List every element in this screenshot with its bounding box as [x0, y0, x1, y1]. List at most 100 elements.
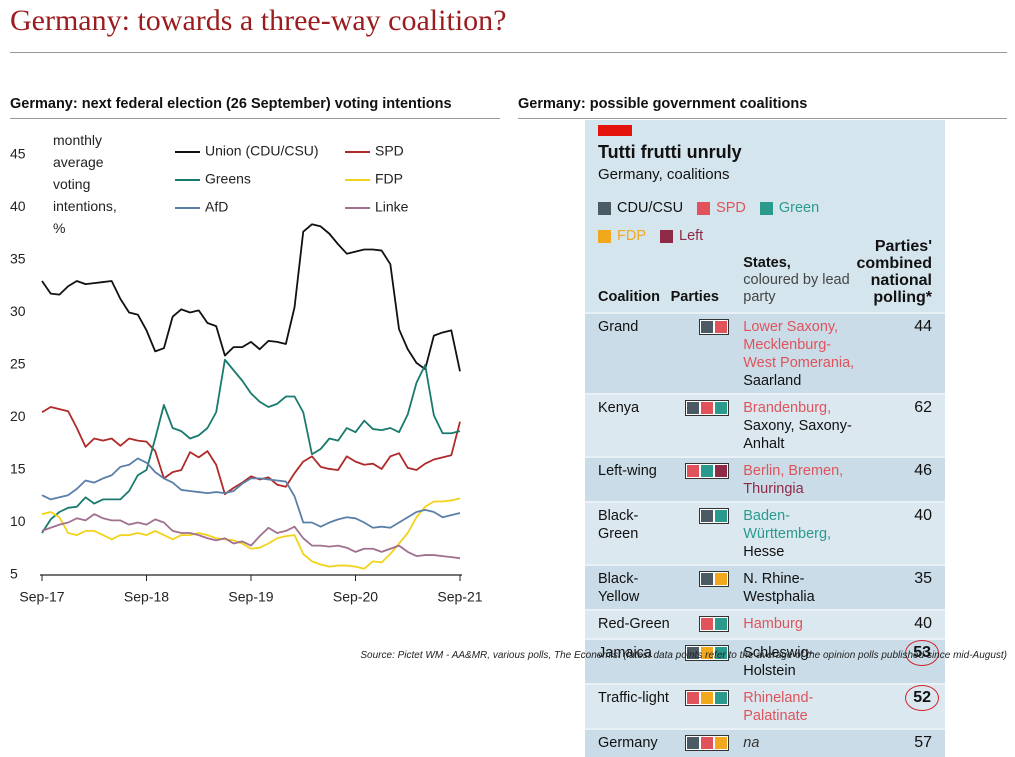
states-cell: Lower Saxony, Mecklenburg-West Pomerania…	[743, 312, 857, 394]
line-series	[41, 223, 461, 372]
coalition-row: Traffic-light Rhineland-Palatinate 52	[585, 683, 945, 729]
y-tick-label: 35	[10, 251, 26, 267]
party-legend: CDU/CSU SPD Green FDP Left	[598, 200, 838, 244]
state-name: Saxony-Anhalt	[743, 418, 852, 452]
polling-cell: 52	[856, 683, 945, 729]
state-name: Lower Saxony,	[743, 319, 839, 335]
states-cell: na	[743, 728, 857, 757]
legend-label: CDU/CSU	[617, 200, 684, 216]
legend-label: Linke	[375, 199, 409, 215]
coalition-row: Germany na 57	[585, 728, 945, 757]
y-tick-label: 30	[10, 303, 26, 319]
state-name: na	[743, 735, 760, 751]
party-cell	[670, 683, 744, 729]
legend-label: Green	[778, 200, 820, 216]
states-cell: Hamburg	[743, 609, 857, 639]
state-name: Hesse	[743, 544, 785, 560]
coalition-name: Black-Yellow	[585, 564, 671, 610]
legend-swatch	[759, 201, 773, 215]
polling-cell: 40	[856, 501, 945, 565]
coalition-row: Black-Green Baden-Württemberg, Hesse 40	[585, 501, 945, 565]
x-tick-label: Sep-21	[437, 589, 482, 605]
state-name: Saarland	[743, 373, 802, 389]
polling-value: 46	[914, 462, 932, 479]
party-boxes	[685, 645, 730, 661]
x-tick-label: Sep-19	[228, 589, 273, 605]
polling-cell: 53	[856, 638, 945, 684]
party-swatch	[715, 510, 728, 522]
party-swatch	[715, 465, 728, 477]
column-header: States, coloured by lead party	[743, 236, 856, 313]
legend-swatch	[660, 229, 673, 243]
legend-label: Greens	[205, 171, 251, 187]
party-swatch	[715, 647, 728, 659]
x-tick-label: Sep-17	[19, 589, 64, 605]
party-swatch	[701, 465, 714, 477]
column-note: coloured by lead party	[743, 272, 850, 305]
column-title: Parties	[670, 289, 719, 305]
column-header: Coalition	[585, 236, 671, 313]
y-tick-label: 40	[10, 198, 26, 214]
legend-item: FDP	[598, 228, 646, 244]
polling-cell: 62	[856, 393, 945, 457]
line-series	[41, 406, 461, 496]
header-row: Coalition Parties States, coloured by lead …	[585, 236, 945, 313]
red-tag	[598, 125, 632, 136]
coalition-panel: Tutti frutti unruly Germany, coalitions …	[585, 120, 945, 757]
party-cell	[670, 564, 744, 610]
line-series	[41, 513, 461, 560]
polling-value: 62	[914, 399, 932, 416]
state-name: Berlin,	[743, 463, 785, 479]
coalition-row: Black-Yellow N. Rhine-Westphalia 35	[585, 564, 945, 610]
state-name: Saxony,	[743, 418, 795, 434]
column-header: Parties	[671, 236, 744, 313]
chart: 5 10 15 20 25 30 35 40 45 Sep-17 Sep-18 Sep-19 Sep-2…	[10, 143, 483, 605]
party-swatch	[687, 465, 700, 477]
states-cell: N. Rhine-Westphalia	[743, 564, 857, 610]
y-tick-label: 15	[10, 461, 26, 477]
coalition-row: Grand Lower Saxony, Mecklenburg-West Pome…	[585, 312, 945, 394]
column-header: Parties' combined national polling*	[856, 236, 945, 313]
party-swatch	[701, 510, 714, 522]
legend-label: Union (CDU/CSU)	[205, 143, 319, 159]
legend-label: FDP	[617, 228, 646, 244]
party-swatch	[701, 692, 714, 704]
line-series	[41, 457, 461, 529]
polling-cell: 44	[856, 312, 945, 394]
legend-item: Left	[660, 228, 703, 244]
polling-value: 44	[914, 318, 932, 335]
party-swatch	[715, 402, 728, 414]
column-title: States,	[743, 255, 791, 271]
party-cell	[670, 728, 744, 757]
legend-label: AfD	[205, 199, 228, 215]
chart-title: Germany: next federal election (26 Septe…	[10, 96, 452, 112]
state-name: Rhineland-Palatinate	[743, 690, 814, 724]
section-rule	[10, 118, 500, 119]
title-rule	[10, 52, 1007, 53]
y-tick-label: 45	[10, 146, 26, 162]
panel-heading: Tutti frutti unruly	[598, 142, 742, 162]
party-cell	[670, 393, 744, 457]
party-cell	[670, 638, 744, 684]
party-boxes	[699, 508, 730, 524]
coalition-name: Germany	[585, 728, 671, 757]
party-cell	[670, 456, 744, 502]
y-tick-label: 5	[10, 566, 18, 582]
party-swatch	[687, 647, 700, 659]
party-boxes	[699, 319, 730, 335]
party-swatch	[687, 737, 700, 749]
party-swatch	[701, 402, 714, 414]
legend-swatch	[598, 201, 611, 215]
coalition-name: Traffic-light	[585, 683, 671, 729]
legend-label: SPD	[375, 143, 404, 159]
section-rule	[518, 118, 1007, 119]
state-name: Brandenburg,	[743, 400, 832, 416]
party-swatch	[687, 692, 700, 704]
party-swatch	[701, 647, 714, 659]
coalition-row: Kenya Brandenburg, Saxony, Saxony-Anhalt 6…	[585, 393, 945, 457]
y-axis-label: monthly average voting intentions, %	[53, 132, 117, 236]
party-boxes	[685, 463, 730, 479]
coalition-name: Red-Green	[585, 609, 671, 639]
party-swatch	[715, 573, 728, 585]
coalition-row: Left-wing Berlin, Bremen, Thuringia 46	[585, 456, 945, 502]
